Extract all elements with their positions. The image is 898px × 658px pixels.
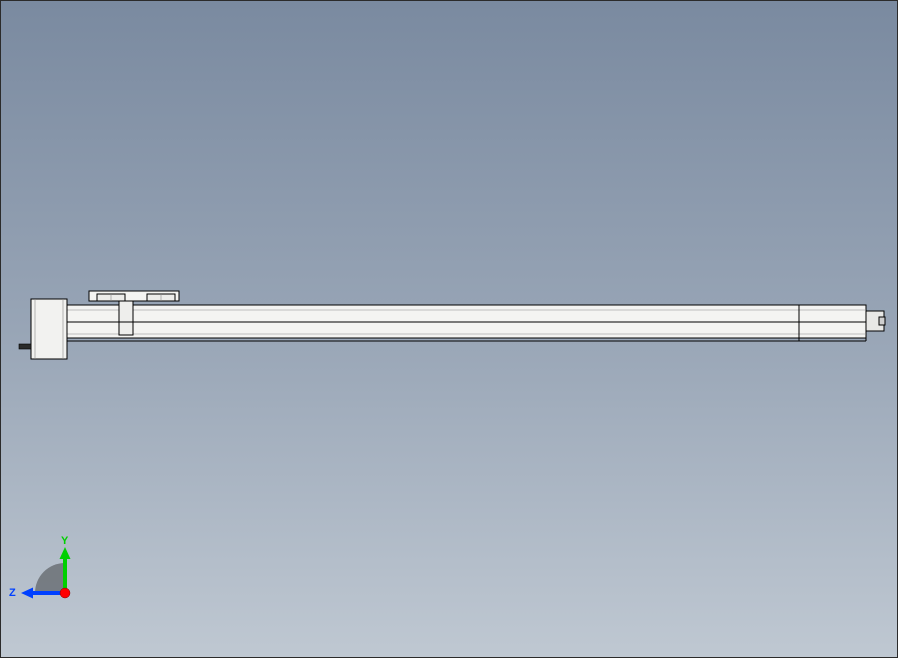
triad-svg [19, 539, 89, 609]
axis-label-z: Z [9, 587, 16, 599]
cad-3d-viewport[interactable]: Y Z [0, 0, 898, 658]
orientation-triad[interactable]: Y Z [19, 539, 89, 609]
model-linear-rail[interactable] [1, 1, 898, 658]
model-svg [1, 1, 898, 658]
axis-label-y: Y [61, 535, 68, 547]
